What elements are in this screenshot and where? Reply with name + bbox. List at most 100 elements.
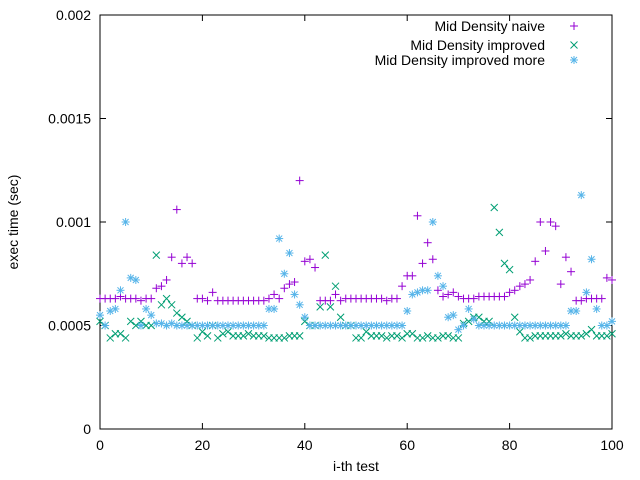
tick-labels: 0 20 40 60 80 100 0 0.0005 0.001 0.0015 0.002	[48, 7, 624, 453]
data-point	[157, 282, 166, 291]
data-point	[546, 218, 555, 226]
data-point	[413, 211, 422, 220]
data-point	[531, 257, 540, 266]
data-point	[515, 327, 524, 336]
data-point	[377, 294, 386, 303]
data-point	[444, 331, 453, 340]
legend: Mid Density naive Mid Density improvedMid…	[375, 18, 578, 68]
data-point	[96, 317, 104, 326]
data-point	[567, 267, 576, 276]
data-point	[434, 334, 442, 342]
data-point	[331, 290, 340, 299]
data-point	[582, 329, 591, 338]
data-point	[577, 191, 586, 200]
data-point	[305, 321, 314, 330]
data-point	[96, 311, 104, 320]
data-point	[311, 263, 320, 272]
data-point	[167, 300, 176, 309]
data-point	[608, 275, 616, 284]
data-point	[172, 205, 181, 214]
data-point	[587, 325, 596, 334]
data-point	[577, 331, 586, 340]
data-point	[285, 280, 294, 289]
x-tick-label: 80	[502, 437, 518, 453]
data-point	[172, 309, 181, 317]
y-tick-label: 0	[83, 421, 91, 437]
legend-marker	[570, 22, 578, 30]
data-point	[178, 313, 186, 322]
data-point	[244, 329, 253, 338]
data-point	[561, 253, 570, 262]
data-point	[377, 331, 386, 340]
data-point	[136, 296, 145, 305]
data-point	[546, 321, 555, 330]
data-point	[469, 294, 478, 303]
data-point	[510, 286, 519, 295]
data-point	[331, 282, 340, 291]
data-point	[536, 218, 545, 226]
data-point	[382, 296, 391, 305]
x-axis-label: i-th test	[333, 458, 379, 474]
data-point	[326, 296, 335, 305]
data-point	[418, 334, 427, 342]
data-point	[275, 234, 284, 243]
data-point	[444, 290, 453, 299]
data-point	[101, 321, 110, 330]
data-point	[587, 255, 596, 264]
legend-label: Mid Density naive	[435, 18, 546, 34]
data-point	[495, 228, 504, 237]
data-point	[116, 329, 125, 338]
data-point	[116, 286, 125, 295]
data-point	[239, 321, 248, 330]
data-point	[454, 292, 463, 301]
data-point	[152, 284, 161, 293]
data-point	[244, 321, 253, 330]
data-point	[423, 286, 432, 295]
data-point	[106, 307, 115, 316]
y-tick-label: 0.0015	[48, 111, 91, 127]
data-point	[510, 313, 519, 322]
data-point	[556, 321, 565, 330]
x-tick-label: 20	[195, 437, 211, 453]
data-point	[505, 288, 514, 297]
data-point	[162, 294, 171, 303]
series-2	[96, 203, 616, 342]
data-point	[106, 334, 115, 342]
data-point	[259, 321, 268, 330]
data-point	[111, 294, 120, 303]
data-point	[515, 282, 524, 291]
data-point	[423, 331, 432, 340]
data-point	[454, 334, 463, 342]
data-point	[362, 327, 371, 336]
data-point	[433, 286, 442, 295]
data-point	[259, 296, 268, 305]
data-point	[224, 327, 232, 336]
data-point	[423, 238, 432, 247]
data-point	[167, 253, 176, 262]
series-1	[96, 176, 616, 305]
data-point	[398, 282, 407, 291]
data-point	[300, 313, 309, 322]
data-point	[357, 321, 366, 330]
data-point	[341, 321, 350, 330]
data-point	[203, 331, 212, 340]
data-point	[321, 321, 330, 330]
data-point	[131, 275, 140, 284]
data-point	[331, 321, 340, 330]
data-point	[270, 304, 279, 313]
data-point	[408, 329, 417, 338]
data-points	[96, 176, 616, 342]
data-point	[183, 253, 192, 262]
data-point	[121, 334, 130, 342]
data-point	[500, 259, 509, 268]
data-point	[469, 315, 478, 324]
data-point	[500, 292, 509, 301]
data-point	[162, 275, 171, 284]
data-point	[392, 294, 401, 303]
data-point	[198, 294, 207, 303]
data-point	[213, 334, 222, 342]
data-point	[592, 304, 601, 313]
data-point	[147, 294, 156, 303]
data-point	[449, 288, 458, 297]
